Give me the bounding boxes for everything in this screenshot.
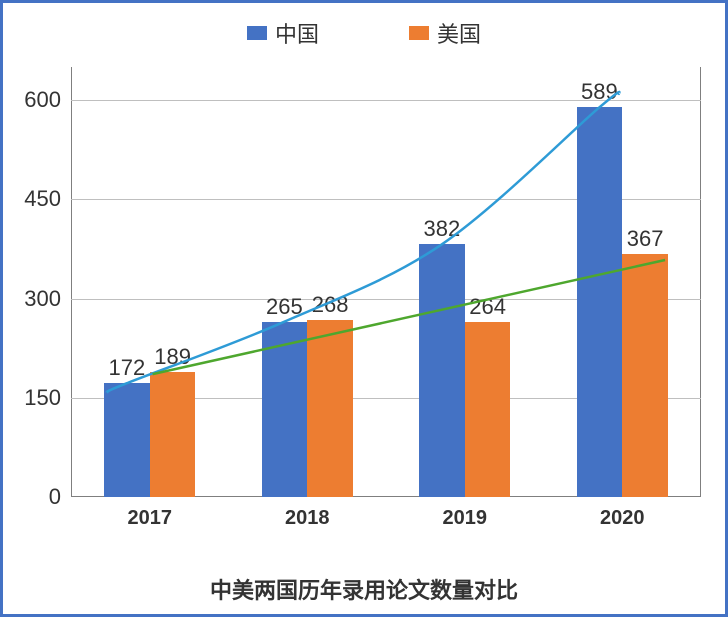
ytick-label: 450 — [24, 186, 71, 212]
bar-美国-2020 — [622, 254, 668, 497]
bar-美国-2019 — [465, 322, 511, 497]
ytick-label: 300 — [24, 286, 71, 312]
bar-美国-2017 — [150, 372, 196, 497]
legend-label-china: 中国 — [275, 17, 319, 49]
legend-item-china: 中国 — [247, 17, 319, 49]
xtick-label: 2017 — [128, 497, 173, 530]
bar-label: 172 — [109, 355, 146, 383]
bar-中国-2019 — [419, 244, 465, 497]
ytick-label: 600 — [24, 87, 71, 113]
legend-label-usa: 美国 — [437, 17, 481, 49]
bar-中国-2018 — [262, 322, 308, 497]
legend-swatch-china — [247, 26, 267, 40]
legend-item-usa: 美国 — [409, 17, 481, 49]
plot-area: 0150300450600172265382589189268264367201… — [71, 67, 701, 497]
bar-label: 268 — [312, 292, 349, 320]
bar-中国-2017 — [104, 383, 150, 497]
legend: 中国 美国 — [3, 17, 725, 49]
ytick-label: 150 — [24, 385, 71, 411]
xtick-label: 2018 — [285, 497, 330, 530]
bar-美国-2018 — [307, 320, 353, 497]
bar-label: 264 — [469, 294, 506, 322]
chart-frame: 中国 美国 0 150 300 450 600 172 265 382 589 189 268 264… — [0, 0, 728, 617]
y-axis-right — [700, 67, 701, 497]
bar-label: 382 — [424, 216, 461, 244]
bar-label: 265 — [266, 294, 303, 322]
bar-label: 189 — [154, 344, 191, 372]
bar-label: 589 — [581, 79, 618, 107]
bar-label: 367 — [627, 226, 664, 254]
bar-中国-2020 — [577, 107, 623, 497]
y-axis — [71, 67, 72, 497]
ytick-label: 0 — [49, 484, 71, 510]
xtick-label: 2019 — [443, 497, 488, 530]
chart-caption: 中美两国历年录用论文数量对比 — [3, 573, 725, 605]
xtick-label: 2020 — [600, 497, 645, 530]
legend-swatch-usa — [409, 26, 429, 40]
